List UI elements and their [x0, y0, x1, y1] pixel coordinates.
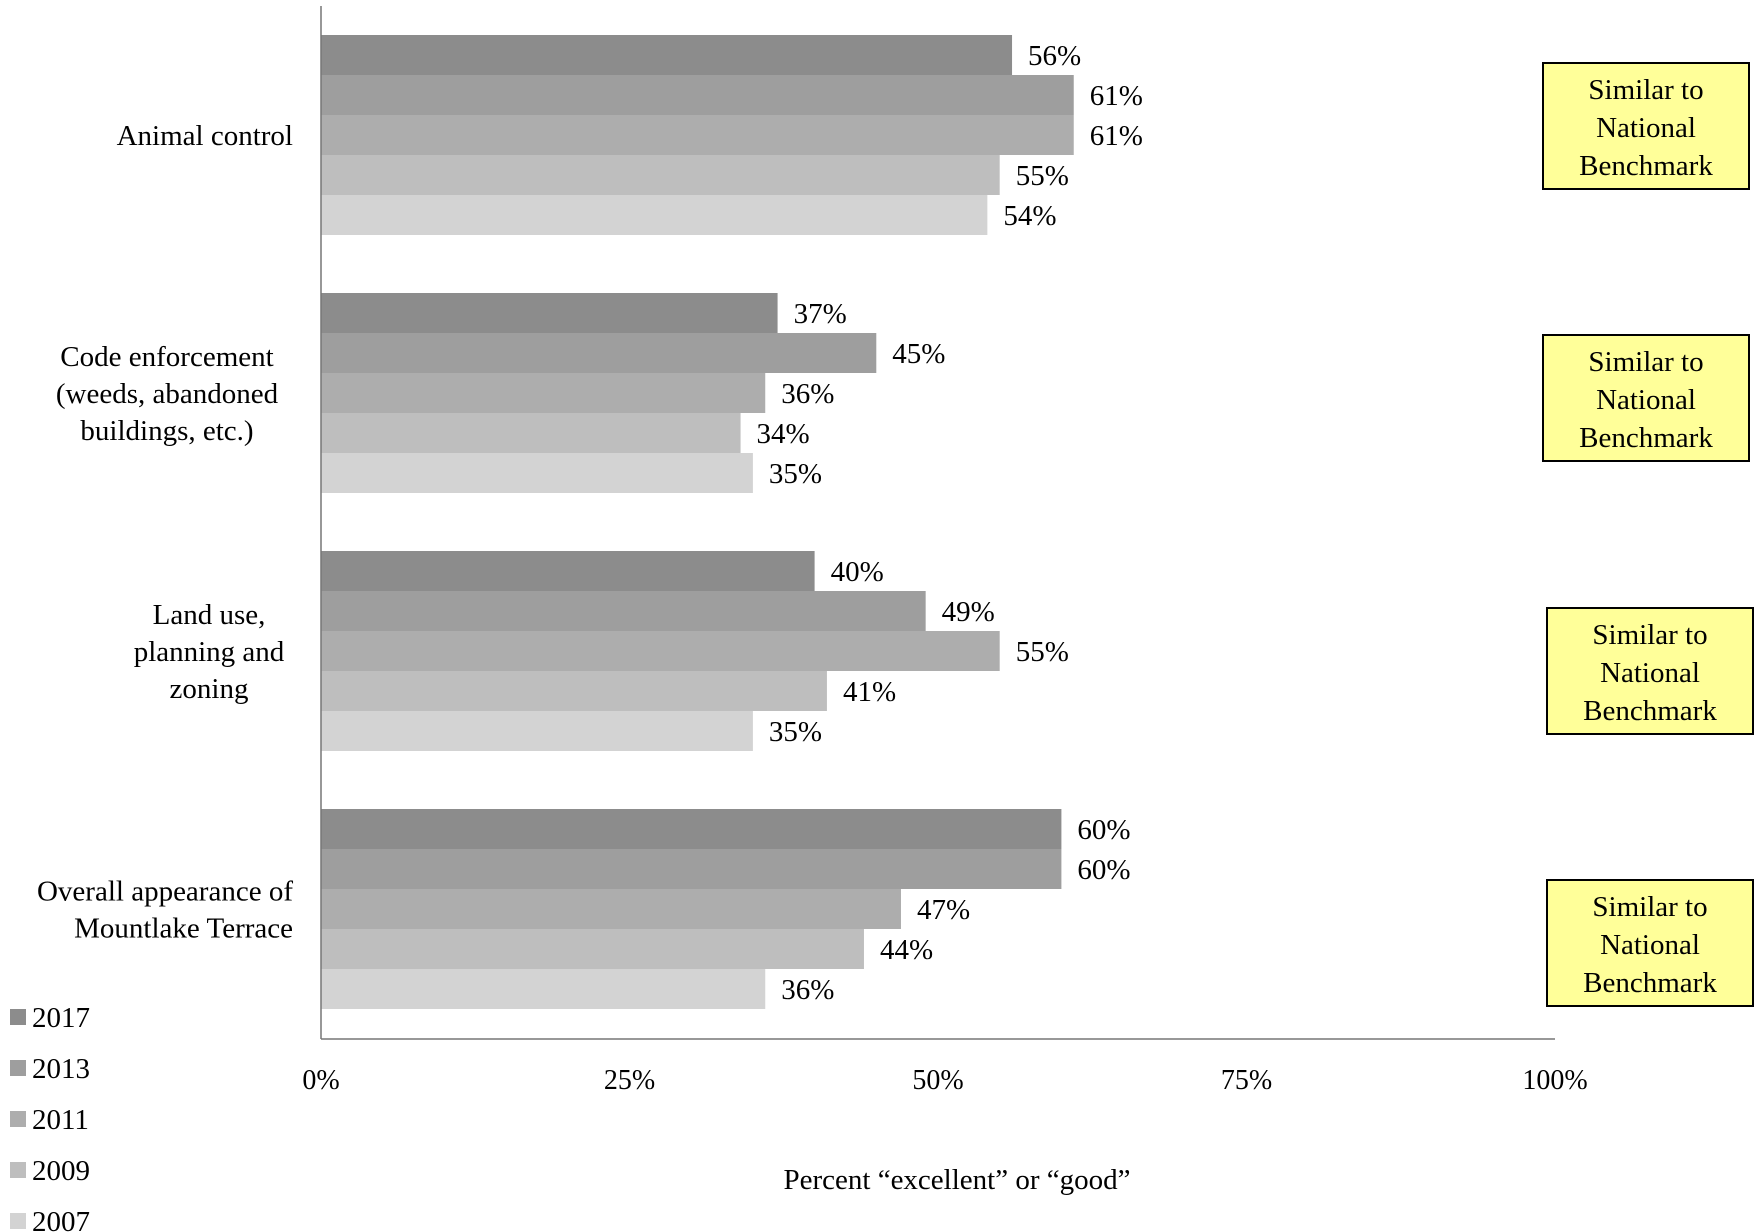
- bar-2017-2: [321, 293, 778, 333]
- bar-2013-3: [321, 591, 926, 631]
- legend-swatch-2017: [10, 1009, 26, 1025]
- legend-swatch-2011: [10, 1111, 26, 1127]
- bar-2013-4: [321, 849, 1062, 889]
- legend-label-2013: 2013: [32, 1053, 90, 1085]
- category-label-4: Overall appearance of Mountlake Terrace: [37, 876, 293, 945]
- benchmark-text-2: Similar to National Benchmark: [1579, 346, 1713, 454]
- value-label-2009-1: 55%: [1016, 160, 1069, 192]
- bar-2007-3: [321, 711, 753, 751]
- bar-2009-2: [321, 413, 741, 453]
- legend: 2017 2013 2011 2009 2007: [10, 1002, 90, 1232]
- value-label-2013-4: 60%: [1077, 854, 1130, 886]
- value-label-2009-2: 34%: [757, 418, 810, 450]
- legend-label-2017: 2017: [32, 1002, 90, 1034]
- value-label-2013-2: 45%: [892, 338, 945, 370]
- value-labels-layer: 56% 61% 61% 55% 54% 37% 45% 36% 34% 35% 40% 49% 55% 4…: [757, 40, 1143, 1006]
- benchmark-boxes: Similar to National Benchmark Similar to Nat…: [1542, 62, 1754, 1007]
- benchmark-box-2: [1542, 334, 1750, 462]
- bar-2013-1: [321, 75, 1074, 115]
- value-label-2007-4: 36%: [781, 974, 834, 1006]
- axes-layer: [320, 6, 1555, 1040]
- bar-2009-3: [321, 671, 827, 711]
- category-labels-layer: Animal control Code enforcement (weeds, ab…: [37, 120, 293, 945]
- value-label-2007-1: 54%: [1003, 200, 1056, 232]
- bar-2007-2: [321, 453, 753, 493]
- value-label-2009-3: 41%: [843, 676, 896, 708]
- bar-2017-1: [321, 35, 1013, 75]
- x-axis-title: Percent “excellent” or “good”: [783, 1164, 1130, 1196]
- bar-2017-4: [321, 809, 1062, 849]
- benchmark-text-1: Similar to National Benchmark: [1579, 74, 1713, 182]
- legend-swatch-2013: [10, 1060, 26, 1076]
- bar-2007-4: [321, 969, 766, 1009]
- benchmark-text-3: Similar to National Benchmark: [1583, 619, 1717, 727]
- value-label-2011-2: 36%: [781, 378, 834, 410]
- bar-2011-3: [321, 631, 1000, 671]
- value-label-2017-3: 40%: [831, 556, 884, 588]
- x-tick-label-3: 75%: [1221, 1065, 1272, 1096]
- bar-2007-1: [321, 195, 988, 235]
- value-label-2007-2: 35%: [769, 458, 822, 490]
- bar-2011-1: [321, 115, 1074, 155]
- value-label-2013-1: 61%: [1090, 80, 1143, 112]
- value-label-2013-3: 49%: [942, 596, 995, 628]
- value-label-2017-2: 37%: [794, 298, 847, 330]
- value-label-2007-3: 35%: [769, 716, 822, 748]
- value-label-2011-4: 47%: [917, 894, 970, 926]
- x-tick-label-0: 0%: [302, 1065, 339, 1096]
- value-label-2011-3: 55%: [1016, 636, 1069, 668]
- category-label-2: Code enforcement (weeds, abandoned buildin…: [56, 341, 279, 447]
- value-label-2017-1: 56%: [1028, 40, 1081, 72]
- category-label-3: Land use, planning and zoning: [134, 599, 285, 705]
- benchmark-box-4: [1546, 879, 1754, 1007]
- bar-2013-2: [321, 333, 877, 373]
- bar-2009-1: [321, 155, 1000, 195]
- x-tick-label-2: 50%: [912, 1065, 963, 1096]
- legend-swatch-2007: [10, 1213, 26, 1229]
- legend-label-2011: 2011: [32, 1104, 89, 1136]
- bar-2011-2: [321, 373, 766, 413]
- benchmark-text-4: Similar to National Benchmark: [1583, 891, 1717, 999]
- tick-labels-layer: 0% 25% 50% 75% 100%: [302, 1065, 1587, 1096]
- bar-2011-4: [321, 889, 901, 929]
- value-label-2009-4: 44%: [880, 934, 933, 966]
- category-label-1: Animal control: [117, 120, 293, 152]
- bar-2009-4: [321, 929, 864, 969]
- legend-label-2007: 2007: [32, 1206, 90, 1232]
- value-label-2011-1: 61%: [1090, 120, 1143, 152]
- bars-layer: [321, 35, 1074, 1009]
- bar-2017-3: [321, 551, 815, 591]
- x-tick-label-4: 100%: [1522, 1065, 1587, 1096]
- x-tick-label-1: 25%: [604, 1065, 655, 1096]
- benchmark-box-1: [1542, 62, 1750, 190]
- legend-label-2009: 2009: [32, 1155, 90, 1187]
- benchmark-box-3: [1546, 607, 1754, 735]
- legend-swatch-2009: [10, 1162, 26, 1178]
- value-label-2017-4: 60%: [1077, 814, 1130, 846]
